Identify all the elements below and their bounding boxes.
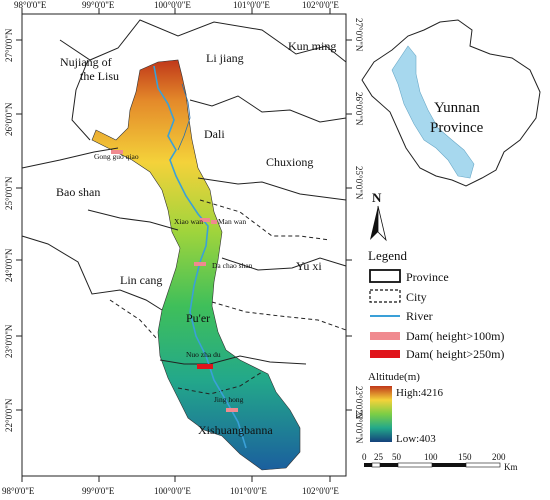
north-arrow-right-half [377, 205, 387, 242]
label-dali: Dali [204, 127, 225, 141]
legend-dam250-symbol [370, 350, 400, 358]
lon-tick-bottom-102: 102°0'0"E [302, 486, 339, 496]
lat-tick-left-27: 27°0'0"N [4, 28, 14, 62]
scale-seg-1 [364, 463, 372, 467]
scale-seg-5 [432, 463, 466, 467]
legend-city-symbol [369, 289, 401, 303]
label-dam-manwan: Man wan [218, 217, 246, 226]
legend-altitude-title: Altitude(m) [368, 371, 420, 383]
lat-tick-right-23: 23°0'0"N [354, 386, 364, 420]
city-boundaries [21, 19, 347, 365]
label-kunming: Kun ming [288, 39, 336, 53]
label-lijiang: Li jiang [206, 51, 244, 65]
dam-gongguoqiao [111, 150, 123, 154]
dam-manwan [211, 220, 217, 224]
label-puer: Pu'er [186, 311, 210, 325]
label-lincang: Lin cang [120, 273, 162, 287]
lon-tick-bottom-100: 100°0'0"E [154, 486, 191, 496]
scale-seg-3 [380, 463, 398, 467]
scale-unit: Km [504, 462, 518, 472]
city-dashed-boundaries [109, 199, 347, 395]
scale-seg-2 [371, 462, 381, 468]
scale-seg-6 [465, 462, 501, 468]
scale-tick-50: 50 [392, 452, 402, 462]
dam-dachaoshan [194, 262, 206, 266]
legend-province-symbol [369, 269, 401, 283]
label-dam-nuozhadu: Nuo zha du [186, 350, 221, 359]
lon-tick-top-98: 98°0'0"E [14, 0, 47, 10]
lat-tick-right-22: 22°0'0"N [354, 410, 364, 444]
lat-tick-right-27: 27°0'0"N [354, 18, 364, 52]
dam-jinghong [226, 408, 238, 412]
inset-yunnan: Yunnan Province [361, 19, 541, 187]
label-yuxi: Yu xi [296, 259, 322, 273]
scale-seg-4 [397, 462, 433, 468]
north-arrow-left-half [370, 206, 378, 240]
lon-tick-bottom-98: 98°0'0"E [2, 486, 35, 496]
scale-tick-0: 0 [362, 452, 367, 462]
inset-basin-fill [391, 45, 475, 179]
scale-tick-150: 150 [458, 452, 472, 462]
legend-altitude-ramp [370, 386, 392, 442]
inset-label-province: Province [430, 120, 484, 136]
legend-city-label: City [406, 290, 427, 304]
label-nujiang-2: the Lisu [80, 69, 119, 83]
legend-dam250-label: Dam( height>250m) [406, 347, 504, 361]
lon-tick-top-99: 99°0'0"E [82, 0, 115, 10]
dam-nuozhadu [197, 364, 213, 369]
tributary-line [177, 83, 191, 151]
dam-xiaowan [200, 218, 210, 222]
legend-altitude-low: Low:403 [396, 433, 436, 445]
legend-province-label: Province [406, 270, 449, 284]
lat-tick-left-26: 26°0'0"N [4, 102, 14, 136]
north-arrow: N [370, 190, 387, 242]
label-nujiang-1: Nujiang of [60, 55, 112, 69]
scale-tick-100: 100 [424, 452, 438, 462]
graticule-ticks [16, 8, 352, 482]
lon-tick-top-100: 100°0'0"E [154, 0, 191, 10]
label-xishuangbanna: Xishuangbanna [198, 423, 273, 437]
label-chuxiong: Chuxiong [266, 155, 313, 169]
inset-label-yunnan: Yunnan [434, 100, 480, 116]
label-dam-dachaoshan: Da chao shan [212, 261, 253, 270]
scale-tick-25: 25 [374, 452, 384, 462]
lat-tick-right-25: 25°0'0"N [354, 166, 364, 200]
label-dam-gongguoqiao: Gong guo qiao [94, 152, 139, 161]
north-arrow-label: N [372, 190, 382, 205]
lon-tick-top-102: 102°0'0"E [302, 0, 339, 10]
lon-tick-bottom-101: 101°0'0"E [230, 486, 267, 496]
river-line [153, 65, 247, 449]
lon-tick-bottom-99: 99°0'0"E [82, 486, 115, 496]
lat-tick-right-26: 26°0'0"N [354, 92, 364, 126]
lat-tick-left-25: 25°0'0"N [4, 176, 14, 210]
lat-tick-left-23: 23°0'0"N [4, 324, 14, 358]
lon-tick-top-101: 101°0'0"E [233, 0, 270, 10]
legend-dam100-label: Dam( height>100m) [406, 329, 504, 343]
lat-tick-left-24: 24°0'0"N [4, 248, 14, 282]
scale-tick-200: 200 [492, 452, 506, 462]
label-dam-jinghong: Jing hong [214, 395, 244, 404]
legend-title: Legend [368, 248, 407, 263]
scale-bar: 0 25 50 100 150 200 Km [362, 452, 518, 472]
legend-dam100-symbol [370, 332, 400, 340]
legend-altitude-high: High:4216 [396, 387, 444, 399]
label-dam-xiaowan: Xiao wan [174, 217, 203, 226]
legend: Legend Province City River Dam( height>1… [368, 248, 504, 445]
legend-river-label: River [406, 309, 433, 323]
label-baoshan: Bao shan [56, 185, 100, 199]
lat-tick-left-22: 22°0'0"N [4, 398, 14, 432]
